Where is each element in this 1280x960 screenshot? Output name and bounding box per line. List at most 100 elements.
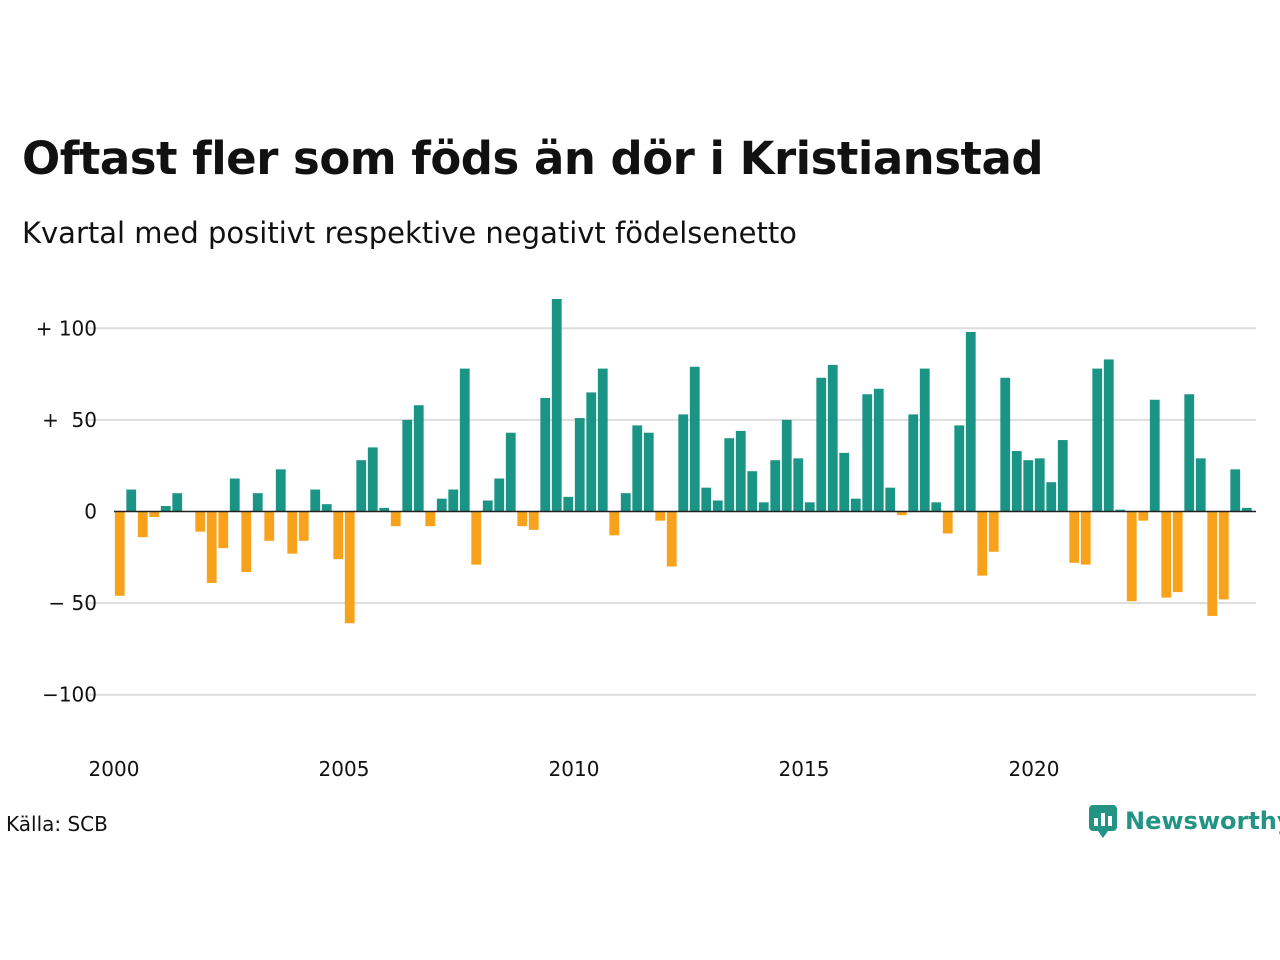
bar-positive (712, 500, 723, 512)
bar-positive (413, 405, 424, 512)
bar-positive (931, 502, 942, 512)
x-tick-label: 2000 (89, 757, 140, 781)
bar-negative (1161, 511, 1172, 598)
bar-positive (1011, 451, 1022, 512)
bar-positive (1184, 394, 1195, 512)
bar-negative (1218, 511, 1229, 600)
bar-negative (298, 511, 309, 541)
bar-positive (597, 368, 608, 512)
bar-positive (678, 414, 689, 512)
bar-positive (873, 388, 884, 512)
bar-positive (747, 471, 758, 512)
x-tick-label: 2020 (1009, 757, 1060, 781)
bar-positive (551, 298, 562, 512)
bar-negative (1080, 511, 1091, 565)
bar-positive (1046, 482, 1057, 512)
bar-positive (229, 478, 240, 512)
bar-negative (333, 511, 344, 560)
bar-positive (1115, 509, 1126, 512)
bar-positive (482, 500, 493, 512)
bar-positive (540, 397, 551, 512)
bar-positive (908, 414, 919, 512)
bar-negative (655, 511, 666, 521)
chart-title: Oftast fler som föds än dör i Kristianst… (22, 132, 1044, 185)
bar-negative (287, 511, 298, 554)
bar-negative (114, 511, 125, 596)
bar-negative (609, 511, 620, 536)
bar-negative (528, 511, 539, 530)
y-axis: + 100 + 50 0 − 50 −100 (36, 316, 97, 706)
bar-negative (896, 511, 907, 516)
bar-positive (1034, 458, 1045, 512)
bar-positive (804, 502, 815, 512)
bar-positive (919, 368, 930, 512)
bar-negative (977, 511, 988, 576)
bar-positive (436, 498, 447, 512)
bar-positive (367, 447, 378, 512)
bar-negative (390, 511, 401, 527)
bar-positive (459, 368, 470, 512)
bar-positive (252, 493, 263, 512)
bar-negative (942, 511, 953, 534)
bar-negative (137, 511, 148, 538)
x-tick-label: 2010 (549, 757, 600, 781)
bar-positive (172, 493, 183, 512)
bar-positive (758, 502, 769, 512)
bar-negative (218, 511, 229, 549)
bar-positive (1057, 440, 1068, 512)
bar-positive (448, 489, 459, 512)
bar-positive (643, 432, 654, 512)
newsworthy-brand[interactable]: Newsworthy (1088, 803, 1280, 839)
bar-negative (1138, 511, 1149, 521)
newsworthy-logo-icon (1089, 805, 1117, 838)
bar-positive (862, 394, 873, 512)
bar-negative (1069, 511, 1080, 563)
bar-positive (885, 487, 896, 512)
bars (114, 298, 1252, 624)
bar-negative (471, 511, 482, 565)
bar-positive (793, 458, 804, 512)
bar-positive (1000, 377, 1011, 512)
y-tick-label: + 50 (42, 408, 97, 432)
bar-positive (850, 498, 861, 512)
bar-negative (1126, 511, 1137, 602)
y-tick-label: + 100 (36, 316, 97, 340)
bar-negative (988, 511, 999, 552)
bar-negative (1172, 511, 1183, 593)
bar-positive (770, 460, 781, 512)
bar-positive (620, 493, 631, 512)
brand-name: Newsworthy (1125, 807, 1280, 835)
bar-negative (1207, 511, 1218, 616)
bar-positive (781, 419, 792, 512)
bar-positive (724, 438, 735, 512)
bar-positive (827, 364, 838, 512)
bar-negative (425, 511, 436, 527)
bar-positive (574, 418, 585, 512)
bar-positive (402, 419, 413, 512)
bar-positive (965, 331, 976, 512)
x-tick-label: 2005 (319, 757, 370, 781)
bar-negative (344, 511, 355, 624)
bar-positive (839, 452, 850, 512)
x-axis: 2000 2005 2010 2015 2020 (89, 757, 1060, 781)
bar-positive (1023, 460, 1034, 512)
bar-chart: + 100 + 50 0 − 50 −100 2000 2005 2010 2015 2020 (36, 298, 1256, 781)
bar-positive (816, 377, 827, 512)
bar-positive (1230, 469, 1241, 512)
bar-positive (586, 392, 597, 512)
bar-positive (310, 489, 321, 512)
chart-subtitle: Kvartal med positivt respektive negativt… (22, 216, 797, 250)
bar-positive (1241, 507, 1252, 512)
bar-positive (563, 496, 574, 512)
y-tick-label: − 50 (48, 591, 97, 615)
bar-negative (666, 511, 677, 567)
bar-positive (1149, 399, 1160, 512)
bar-positive (632, 425, 643, 512)
bar-positive (275, 469, 286, 512)
bar-negative (195, 511, 206, 532)
bar-negative (206, 511, 217, 583)
source-note: Källa: SCB (6, 812, 108, 836)
bar-negative (517, 511, 528, 527)
bar-positive (1103, 359, 1114, 512)
bar-positive (954, 425, 965, 512)
